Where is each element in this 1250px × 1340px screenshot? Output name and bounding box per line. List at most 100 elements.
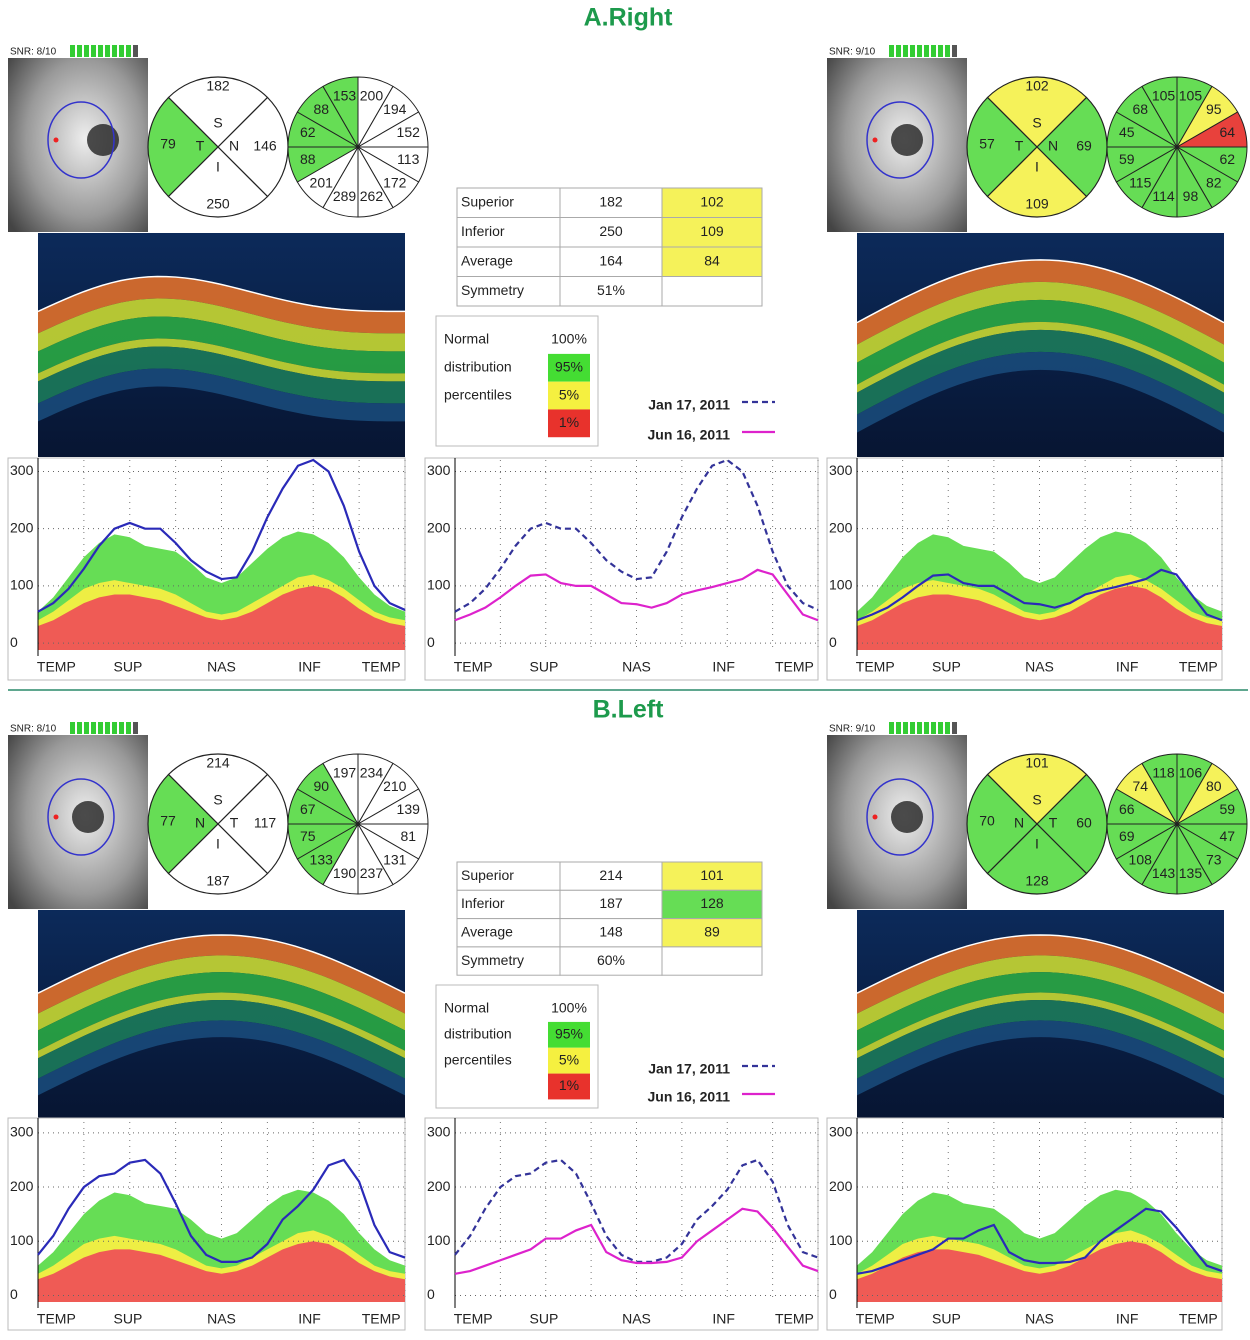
cell-value: 60% <box>597 952 625 968</box>
quadrant-letter: T <box>1015 138 1024 154</box>
x-tick-label: TEMP <box>856 659 895 675</box>
oct-layer <box>857 351 1224 433</box>
oct-layer <box>857 955 1224 1031</box>
quadrant-value: 187 <box>206 873 230 889</box>
x-tick-label: NAS <box>622 1311 651 1327</box>
table-cell <box>456 946 561 976</box>
x-tick-label: SUP <box>932 1311 961 1327</box>
quadrant-value: 102 <box>1025 78 1049 94</box>
quadrant-value: 146 <box>253 138 277 154</box>
scan-circle <box>866 778 934 856</box>
optic-disc <box>891 801 923 833</box>
cell-value: 164 <box>599 252 623 268</box>
y-tick-label: 200 <box>10 1178 34 1194</box>
oct-layer <box>38 999 405 1079</box>
clock-value: 88 <box>300 151 316 167</box>
clock-value: 237 <box>360 865 384 881</box>
y-tick-label: 200 <box>427 1178 451 1194</box>
scan-circle <box>47 778 115 856</box>
clock-value: 82 <box>1206 174 1222 190</box>
quadrant-value: 109 <box>1025 196 1049 212</box>
legend-title: percentiles <box>444 386 512 402</box>
clock-value: 59 <box>1219 801 1235 817</box>
x-tick-label: TEMP <box>775 659 814 675</box>
clock-value: 81 <box>400 828 416 844</box>
x-tick-label: INF <box>712 1311 735 1327</box>
oct-layer <box>857 281 1224 363</box>
snr-bar <box>952 45 957 57</box>
snr-bar <box>98 45 103 57</box>
snr-label: SNR: 8/10 <box>10 724 57 735</box>
table-cell <box>661 187 763 218</box>
table-cell <box>456 861 561 891</box>
table-cell <box>559 217 663 248</box>
clock-value: 194 <box>383 101 407 117</box>
quadrant-letter: N <box>1048 138 1058 154</box>
quadrant-letter: T <box>196 138 205 154</box>
y-tick-label: 200 <box>427 519 451 535</box>
optic-disc <box>72 801 104 833</box>
x-tick-label: INF <box>712 659 735 675</box>
oct-layer <box>38 972 405 1051</box>
quadrant-letter: S <box>213 792 222 808</box>
y-tick-label: 0 <box>427 1286 435 1302</box>
quadrant-letter: I <box>1035 836 1039 852</box>
clock-value: 68 <box>1132 101 1148 117</box>
x-tick-label: INF <box>298 1311 321 1327</box>
rnfl-curve <box>454 458 819 613</box>
clock-value: 135 <box>1179 865 1203 881</box>
snr-bar <box>889 45 894 57</box>
x-tick-label: TEMP <box>37 1311 76 1327</box>
y-tick-label: 100 <box>829 577 853 593</box>
y-tick-label: 300 <box>829 1124 853 1140</box>
row-label: Superior <box>461 867 514 883</box>
snr-bar <box>112 722 117 734</box>
series-name: Jun 16, 2011 <box>647 427 730 443</box>
clock-sector <box>1141 753 1178 826</box>
y-tick-label: 0 <box>10 634 18 650</box>
rnfl-curve <box>454 1207 819 1275</box>
quadrant-value: 128 <box>1025 873 1049 889</box>
legend-title: distribution <box>444 1026 512 1042</box>
clock-value: 62 <box>300 124 316 140</box>
y-tick-label: 200 <box>829 1178 853 1194</box>
snr-bar <box>903 45 908 57</box>
legend-swatch <box>548 353 590 382</box>
oct-layer <box>857 972 1224 1051</box>
rnfl-curve <box>454 568 819 622</box>
norm-band <box>857 585 1222 650</box>
x-tick-label: SUP <box>932 659 961 675</box>
rnfl-curve <box>856 1207 1223 1275</box>
quadrant-value: 117 <box>254 815 277 831</box>
oct-boundary <box>856 259 1225 324</box>
snr-bar <box>133 722 138 734</box>
row-label: Average <box>461 252 513 268</box>
series-name: Jan 17, 2011 <box>648 397 730 413</box>
scan-circle <box>866 101 934 179</box>
clock-value: 67 <box>300 801 316 817</box>
quadrant-value: 57 <box>979 136 995 152</box>
cell-value: 51% <box>597 282 625 298</box>
clock-value: 95 <box>1206 101 1222 117</box>
clock-value: 210 <box>383 778 407 794</box>
quadrant-sector <box>167 76 269 148</box>
quadrant-letter: N <box>195 815 205 831</box>
oct-layer <box>857 329 1224 415</box>
snr-bar <box>126 722 131 734</box>
legend-swatch <box>548 381 590 410</box>
rnfl-curve <box>37 458 406 613</box>
quadrant-sector <box>986 76 1088 148</box>
snr-bar <box>938 722 943 734</box>
clock-value: 153 <box>333 87 357 103</box>
optic-disc <box>891 124 923 156</box>
legend-item: 95% <box>555 358 583 374</box>
oct-layer <box>38 346 405 404</box>
x-tick-label: TEMP <box>362 659 401 675</box>
x-tick-label: NAS <box>622 659 651 675</box>
series-name: Jun 16, 2011 <box>647 1089 730 1105</box>
snr-bar <box>917 45 922 57</box>
snr-label: SNR: 9/10 <box>829 47 876 58</box>
cell-value: 182 <box>599 193 623 209</box>
quadrant-letter: T <box>1049 815 1058 831</box>
snr-bar <box>924 45 929 57</box>
